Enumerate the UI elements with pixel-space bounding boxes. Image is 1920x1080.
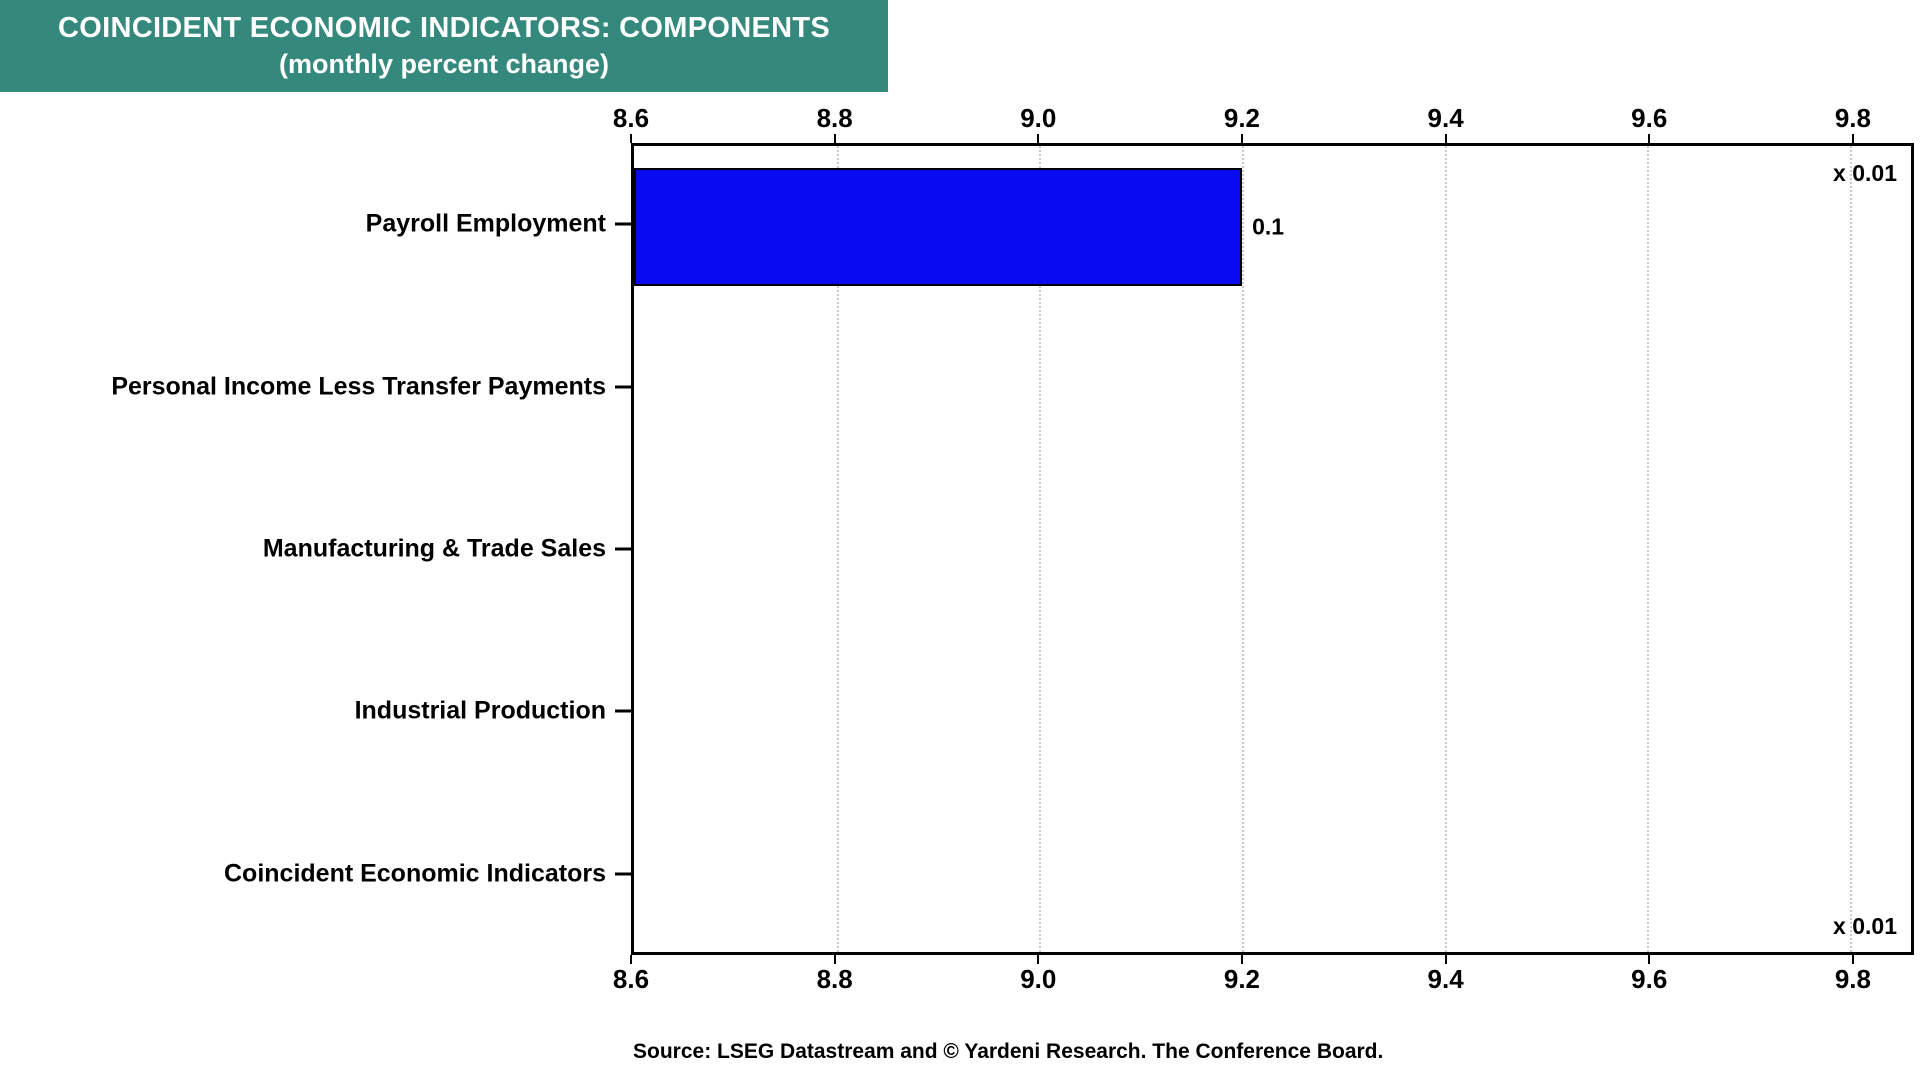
x-tick-mark bbox=[1240, 134, 1243, 143]
x-tick-mark bbox=[1851, 955, 1854, 964]
x-tick-label: 9.6 bbox=[1631, 964, 1668, 994]
x-tick-label: 8.8 bbox=[816, 103, 853, 133]
x-tick-mark bbox=[833, 134, 836, 143]
x-tick-label: 9.8 bbox=[1834, 103, 1871, 133]
y-axis-ticks bbox=[615, 143, 631, 955]
x-axis-bottom: 8.6 8.8 9.0 9.2 9.4 9.6 9.8 bbox=[613, 962, 1914, 998]
axis-multiplier-note-bottom: x 0.01 bbox=[1833, 913, 1897, 939]
x-ticks-bottom bbox=[630, 955, 1914, 964]
x-axis-top: 8.6 8.8 9.0 9.2 9.4 9.6 9.8 bbox=[613, 100, 1914, 136]
x-tick-label: 9.2 bbox=[1223, 964, 1261, 994]
category-label: Coincident Economic Indicators bbox=[224, 859, 606, 888]
x-tick-mark bbox=[630, 134, 632, 143]
x-tick-label: 9.0 bbox=[1020, 103, 1057, 133]
x-ticks-top bbox=[630, 134, 1914, 143]
x-tick-label: 8.6 bbox=[612, 103, 650, 133]
category-label: Industrial Production bbox=[354, 696, 606, 725]
chart-title-box: COINCIDENT ECONOMIC INDICATORS: COMPONEN… bbox=[0, 0, 888, 92]
y-tick-mark bbox=[615, 872, 631, 876]
gridline bbox=[1444, 146, 1447, 952]
bar bbox=[634, 167, 1243, 286]
gridline bbox=[1647, 146, 1650, 952]
y-tick-mark bbox=[615, 222, 631, 226]
chart-subtitle: (monthly percent change) bbox=[278, 49, 610, 79]
y-tick-mark bbox=[615, 709, 631, 713]
x-tick-mark bbox=[630, 955, 632, 964]
gridline bbox=[1039, 146, 1042, 952]
y-tick-mark bbox=[615, 547, 631, 551]
category-label: Manufacturing & Trade Sales bbox=[262, 534, 606, 563]
source-note: Source: LSEG Datastream and © Yardeni Re… bbox=[633, 1040, 1384, 1063]
x-tick-mark bbox=[1851, 134, 1854, 143]
x-tick-label: 8.8 bbox=[816, 964, 853, 994]
category-label: Payroll Employment bbox=[365, 209, 606, 238]
y-tick-mark bbox=[615, 385, 631, 389]
x-tick-label: 9.2 bbox=[1223, 103, 1261, 133]
x-tick-mark bbox=[1444, 955, 1447, 964]
category-label: Personal Income Less Transfer Payments bbox=[111, 372, 606, 401]
x-tick-mark bbox=[1037, 134, 1040, 143]
y-axis-labels: Payroll Employment Personal Income Less T… bbox=[0, 143, 606, 955]
x-tick-label: 9.4 bbox=[1427, 964, 1464, 994]
x-tick-label: 9.0 bbox=[1020, 964, 1057, 994]
x-tick-mark bbox=[1648, 955, 1651, 964]
x-tick-mark bbox=[1648, 134, 1651, 143]
x-tick-label: 9.6 bbox=[1631, 103, 1668, 133]
gridline bbox=[836, 146, 839, 952]
x-tick-mark bbox=[1240, 955, 1243, 964]
x-tick-label: 9.4 bbox=[1427, 103, 1464, 133]
chart-title: COINCIDENT ECONOMIC INDICATORS: COMPONEN… bbox=[58, 12, 830, 44]
x-tick-label: 9.8 bbox=[1834, 964, 1871, 994]
x-tick-label: 8.6 bbox=[612, 964, 650, 994]
gridline bbox=[1242, 146, 1245, 952]
x-tick-mark bbox=[1037, 955, 1040, 964]
bar-value-label: 0.1 bbox=[1252, 213, 1285, 240]
x-tick-mark bbox=[833, 955, 836, 964]
x-tick-mark bbox=[1444, 134, 1447, 143]
gridline bbox=[1850, 146, 1853, 952]
plot-area: x 0.01 x 0.01 0.1 bbox=[631, 143, 1914, 955]
axis-multiplier-note-top: x 0.01 bbox=[1833, 160, 1897, 186]
